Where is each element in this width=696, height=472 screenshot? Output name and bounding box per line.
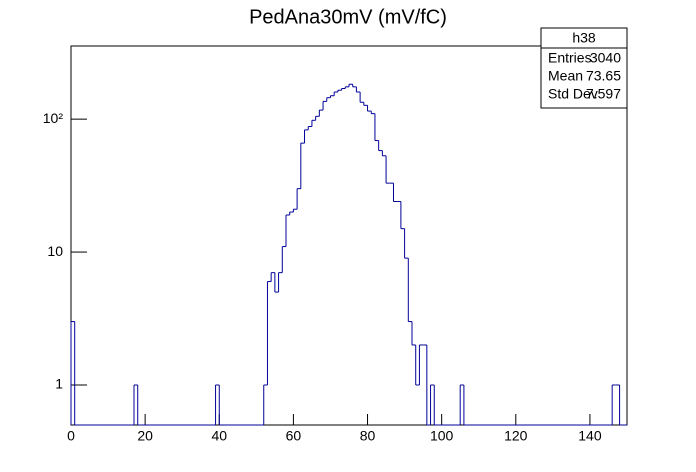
stats-value: 7.597 bbox=[586, 86, 621, 102]
stats-label: Entries bbox=[548, 50, 592, 66]
x-tick-label: 60 bbox=[286, 428, 302, 444]
x-tick-label: 100 bbox=[430, 428, 454, 444]
chart-title: PedAna30mV (mV/fC) bbox=[249, 6, 447, 28]
x-tick-label: 0 bbox=[67, 428, 75, 444]
stats-value: 3040 bbox=[590, 50, 621, 66]
x-tick-label: 80 bbox=[360, 428, 376, 444]
stats-title: h38 bbox=[572, 30, 596, 46]
stats-value: 73.65 bbox=[586, 68, 621, 84]
y-tick-label: 1 bbox=[55, 376, 63, 392]
stats-box: h38 bbox=[540, 27, 628, 109]
x-tick-label: 140 bbox=[578, 428, 602, 444]
x-tick-label: 40 bbox=[211, 428, 227, 444]
stats-label: Mean bbox=[548, 68, 583, 84]
stats-frame bbox=[540, 27, 628, 109]
x-tick-label: 120 bbox=[504, 428, 528, 444]
stats-label: Std Dev bbox=[548, 86, 598, 102]
x-tick-label: 20 bbox=[137, 428, 153, 444]
y-tick-label: 10 bbox=[47, 243, 63, 259]
y-tick-label: 10² bbox=[43, 110, 64, 126]
plot-frame bbox=[70, 45, 628, 426]
